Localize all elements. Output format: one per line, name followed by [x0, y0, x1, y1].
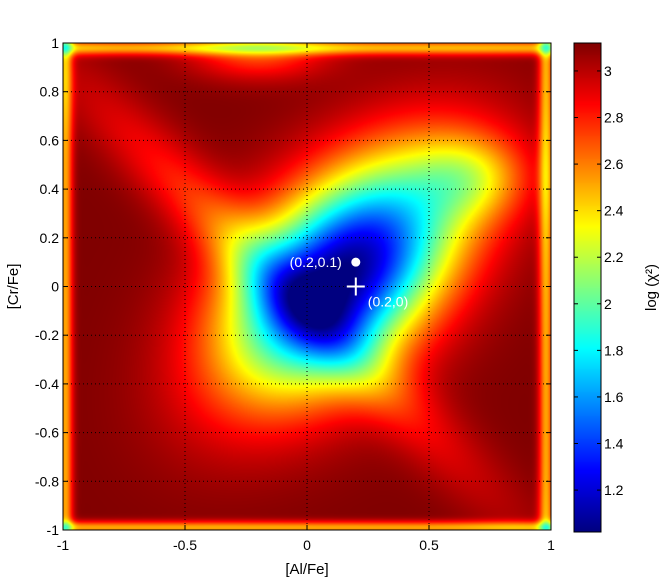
y-tick-label: 1: [51, 35, 59, 51]
marker-label: (0.2,0.1): [290, 254, 342, 270]
x-tick-label: 0: [303, 537, 311, 553]
y-tick-label: -0.6: [35, 425, 59, 441]
y-tick-label: 0.4: [40, 181, 60, 197]
y-tick-label: 0: [51, 279, 59, 295]
colorbar: 1.2 1.4 1.6 1.8 2 2.2 2.4 2.6 2.8 3: [573, 42, 624, 533]
x-tick-label: -1: [57, 537, 70, 553]
y-tick-label: 0.6: [40, 132, 60, 148]
colorbar-gradient: [574, 43, 601, 532]
colorbar-tick-label: 1.6: [604, 389, 624, 405]
grid: [63, 43, 551, 530]
x-tick-label: 0.5: [419, 537, 439, 553]
y-axis-label: [Cr/Fe]: [5, 264, 22, 310]
colorbar-tick-label: 2.6: [604, 156, 624, 172]
x-axis: -1 -0.5 0 0.5 1: [57, 43, 555, 553]
y-tick-label: 0.2: [40, 230, 60, 246]
colorbar-frame: [573, 42, 602, 533]
colorbar-tick-label: 2: [604, 296, 612, 312]
colorbar-tick-label: 2.4: [604, 203, 624, 219]
x-axis-label: [Al/Fe]: [285, 561, 328, 578]
marker-dot: [351, 257, 361, 267]
colorbar-label: log (χ²): [643, 264, 660, 311]
y-tick-label: -0.2: [35, 327, 59, 343]
marker-label: (0.2,0): [368, 294, 408, 310]
colorbar-tick-label: 2.2: [604, 249, 624, 265]
y-tick-label: 0.8: [40, 84, 60, 100]
y-tick-label: -0.8: [35, 473, 59, 489]
y-axis: -1 -0.8 -0.6 -0.4 -0.2 0 0.2 0.4 0.6 0.8 1: [35, 35, 551, 538]
markers: (0.2,0.1) (0.2,0): [290, 254, 409, 309]
y-tick-label: -0.4: [35, 376, 59, 392]
colorbar-tick-label: 1.4: [604, 436, 624, 452]
colorbar-tick-label: 2.8: [604, 110, 624, 126]
colorbar-tick-label: 1.8: [604, 342, 624, 358]
colorbar-tick-label: 3: [604, 63, 612, 79]
colorbar-tick-label: 1.2: [604, 482, 624, 498]
x-tick-label: 1: [547, 537, 555, 553]
y-tick-label: -1: [47, 522, 60, 538]
x-tick-label: -0.5: [173, 537, 197, 553]
